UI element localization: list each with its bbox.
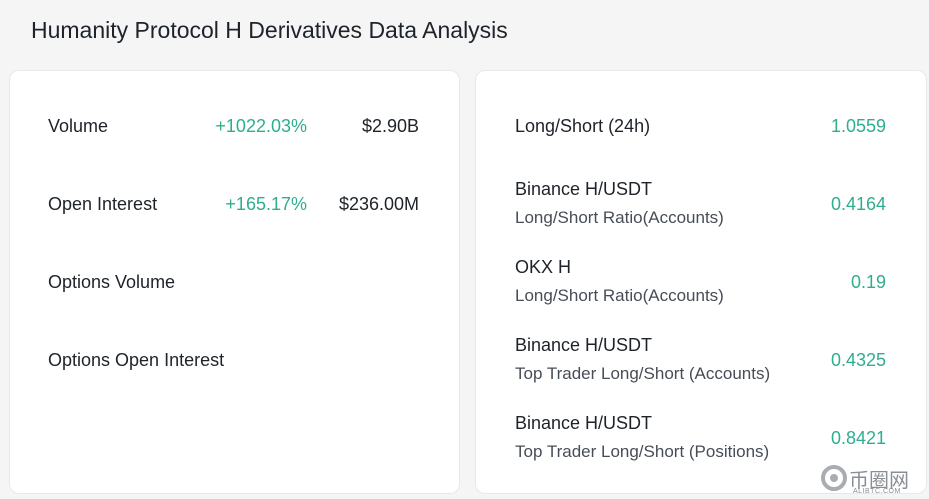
volume-label: Volume [48,116,109,136]
okx-accounts-value: 0.19 [850,272,886,292]
long-short-24h-value: 1.0559 [830,116,886,136]
binance-top-positions-pair: Binance H/USDT [515,413,653,433]
watermark-brand: 币圈网 [849,468,909,492]
long-short-24h-row: Long/Short (24h) 1.0559 [476,87,926,165]
long-short-24h-label: Long/Short (24h) [515,116,651,136]
volume-row: Volume +1022.03% $2.90B [10,87,459,165]
binance-accounts-pair: Binance H/USDT [515,179,653,199]
options-open-interest-label: Options Open Interest [48,350,225,370]
derivatives-summary-card: Volume +1022.03% $2.90B Open Interest +1… [9,70,460,494]
binance-top-positions-row: Binance H/USDT Top Trader Long/Short (Po… [476,399,926,477]
volume-value: $2.90B [361,116,419,136]
long-short-card: Long/Short (24h) 1.0559 Binance H/USDT L… [475,70,927,494]
watermark: 币圈网 ALIBTC.COM [819,461,925,497]
binance-top-accounts-value: 0.4325 [830,350,886,370]
binance-accounts-metric: Long/Short Ratio(Accounts) [515,208,724,227]
open-interest-row: Open Interest +165.17% $236.00M [10,165,459,243]
binance-top-positions-metric: Top Trader Long/Short (Positions) [515,442,770,461]
binance-top-positions-value: 0.8421 [830,428,886,448]
open-interest-value: $236.00M [338,194,419,214]
volume-change: +1022.03% [215,116,307,136]
page-title: Humanity Protocol H Derivatives Data Ana… [31,17,508,43]
watermark-sub: ALIBTC.COM [853,488,901,495]
open-interest-change: +165.17% [225,194,307,214]
binance-accounts-value: 0.4164 [830,194,886,214]
okx-accounts-pair: OKX H [515,257,572,277]
options-volume-row: Options Volume [10,243,459,321]
options-open-interest-row: Options Open Interest [10,321,459,399]
options-volume-label: Options Volume [48,272,176,292]
binance-accounts-row: Binance H/USDT Long/Short Ratio(Accounts… [476,165,926,243]
okx-accounts-metric: Long/Short Ratio(Accounts) [515,286,724,305]
watermark-logo-icon [821,465,847,491]
okx-accounts-row: OKX H Long/Short Ratio(Accounts) 0.19 [476,243,926,321]
binance-top-accounts-metric: Top Trader Long/Short (Accounts) [515,364,771,383]
binance-top-accounts-row: Binance H/USDT Top Trader Long/Short (Ac… [476,321,926,399]
open-interest-label: Open Interest [48,194,158,214]
binance-top-accounts-pair: Binance H/USDT [515,335,653,355]
